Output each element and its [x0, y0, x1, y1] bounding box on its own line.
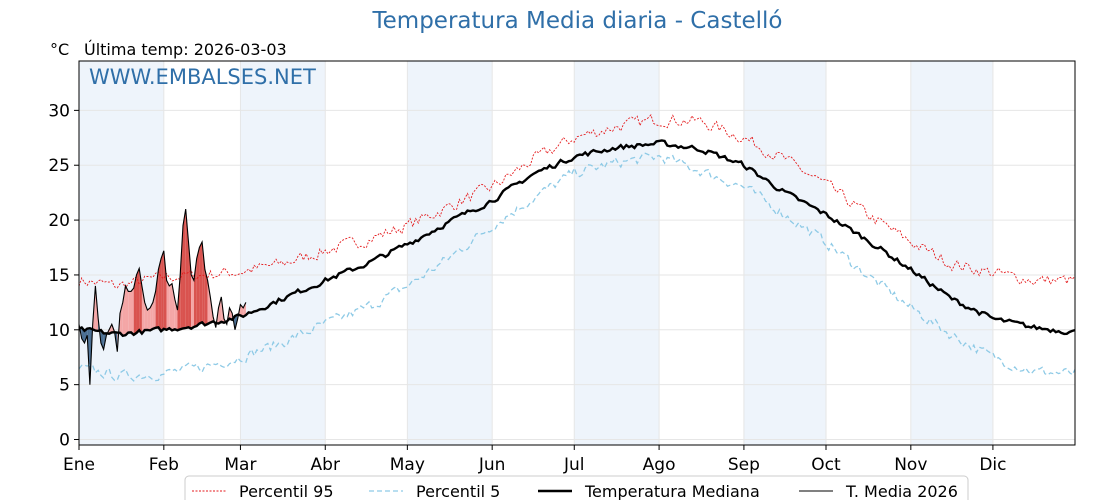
y-tick-label: 15: [48, 266, 70, 286]
x-tick-label: Nov: [894, 455, 927, 475]
series-line-percentil-5: [78, 152, 1076, 382]
chart-title: Temperatura Media diaria - Castelló: [372, 8, 783, 34]
above-median-fill: [204, 269, 208, 326]
above-median-fill: [158, 258, 162, 332]
month-band-May: [407, 61, 493, 445]
series-line-percentil-95: [78, 114, 1076, 290]
y-axis-unit: °C: [50, 40, 70, 59]
legend-label: Temperatura Mediana: [584, 482, 760, 500]
chart-legend: Percentil 95 Percentil 5 Temperatura Media…: [184, 475, 969, 500]
grid-lines: [78, 61, 1075, 445]
month-band-Ene: [79, 61, 164, 445]
last-temperature-date: Última temp: 2026-03-03: [84, 40, 287, 59]
legend-label: Percentil 95: [239, 482, 334, 500]
below-median-fill: [100, 329, 104, 350]
y-tick-label: 0: [59, 431, 70, 451]
above-median-fill: [133, 274, 137, 335]
above-median-fill: [166, 280, 170, 330]
x-axis-ticks: Ene Feb Mar Abr May Jun Jul Ago Sep Oct Nov Dic: [63, 445, 1006, 475]
above-median-fill: [188, 242, 192, 329]
x-tick-label: Jun: [478, 455, 506, 475]
x-tick-label: Ago: [643, 455, 676, 475]
above-median-fill: [229, 307, 233, 320]
above-median-fill: [163, 250, 167, 330]
above-median-fill: [136, 268, 140, 333]
y-tick-label: 10: [48, 321, 70, 341]
series-line-temperatura-mediana: [78, 139, 1076, 338]
y-axis-ticks: 0 5 10 15 20 25 30: [48, 101, 79, 451]
above-median-fill: [218, 296, 222, 324]
y-tick-label: 25: [48, 156, 70, 176]
below-median-fill: [84, 328, 88, 343]
legend-label: T. Media 2026: [845, 482, 958, 500]
x-tick-label: May: [390, 455, 425, 475]
y-tick-label: 5: [59, 376, 70, 396]
x-tick-label: Oct: [811, 455, 841, 475]
x-tick-label: Ene: [63, 455, 95, 475]
legend-box: [184, 475, 969, 500]
above-median-fill: [196, 247, 200, 327]
x-tick-label: Jul: [563, 455, 585, 475]
above-median-fill: [243, 302, 246, 317]
above-median-fill: [141, 285, 145, 334]
watermark-text: WWW.EMBALSES.NET: [89, 65, 316, 89]
above-median-fill: [130, 288, 134, 335]
series-line-t-media-2026: [78, 209, 247, 385]
x-tick-label: Abr: [311, 455, 340, 475]
plot-frame: [78, 60, 1076, 446]
above-median-fill: [207, 280, 211, 325]
y-tick-label: 30: [48, 101, 70, 121]
above-median-fill: [147, 307, 151, 331]
y-tick-label: 20: [48, 211, 70, 231]
above-median-fill: [128, 291, 131, 333]
above-median-fill: [180, 225, 183, 330]
legend-label: Percentil 5: [416, 482, 500, 500]
x-tick-label: Feb: [149, 455, 179, 475]
above-median-fill: [174, 299, 178, 331]
above-median-fill: [169, 283, 173, 331]
month-bands: [79, 61, 993, 445]
month-band-Mar: [240, 61, 326, 445]
above-median-fill: [161, 250, 164, 332]
above-median-fill: [155, 269, 159, 328]
above-median-fill: [191, 274, 194, 329]
month-band-Jul: [574, 61, 660, 445]
above-median-fill: [150, 302, 153, 331]
x-tick-label: Sep: [728, 455, 760, 475]
above-median-fill: [182, 209, 186, 329]
above-median-fill: [125, 285, 129, 336]
month-band-Nov: [910, 61, 993, 445]
x-tick-label: Mar: [224, 455, 256, 475]
month-band-Sep: [743, 61, 826, 445]
series-lines: [78, 114, 1076, 385]
x-tick-label: Dic: [979, 455, 1006, 475]
above-median-fill: [199, 242, 203, 324]
